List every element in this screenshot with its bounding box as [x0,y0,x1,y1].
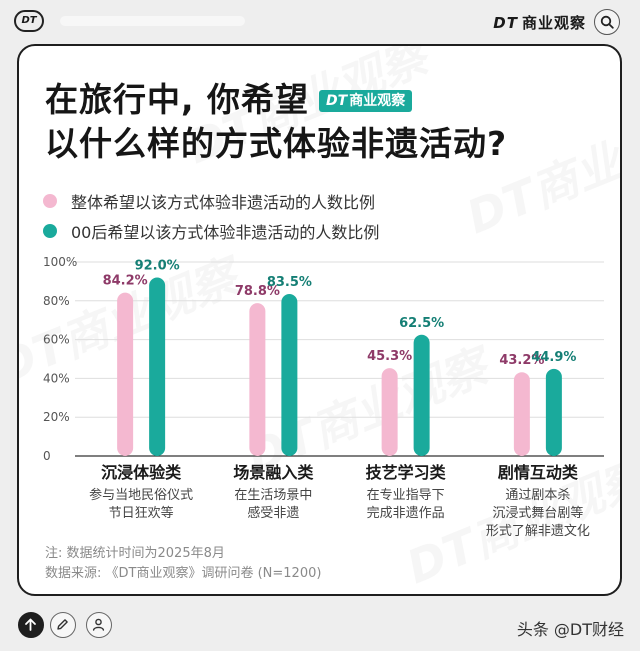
title-line-2: 以什么样的方式体验非遗活动? [45,124,508,163]
category-description: 在专业指导下 [367,488,445,503]
data-label: 43.2% [499,353,544,368]
bar-gen00 [545,368,562,456]
y-tick-label: 60% [43,333,70,347]
bar-overall [513,372,530,456]
top-placeholder-bar [60,16,245,26]
data-label: 84.2% [103,274,148,289]
category-description: 节日狂欢等 [109,505,174,521]
bar-gen00 [413,334,430,456]
person-icon [92,618,105,631]
y-tick-label: 100% [43,255,77,269]
bar-overall [117,292,134,456]
brand-name: 商业观察 [521,14,586,32]
legend-item-gen00: 00后希望以该方式体验非遗活动的人数比例 [43,216,379,246]
category-description: 感受非遗 [247,505,299,521]
edit-button[interactable] [50,612,76,638]
category-description: 通过剧本杀 [505,488,570,503]
top-bar: DT DT 商业观察 [0,0,640,44]
scroll-top-button[interactable] [18,612,44,638]
brand-badge: DT 商业观察 [319,90,413,112]
y-tick-label: 80% [43,294,70,308]
data-label: 92.0% [135,259,180,274]
badge-mark: DT [326,93,348,109]
legend-label-overall: 整体希望以该方式体验非遗活动的人数比例 [71,193,376,212]
category-description: 沉浸式舞台剧等 [492,505,583,521]
date-note: 注: 数据统计时间为2025年8月 [45,546,225,561]
badge-text: 商业观察 [349,93,406,109]
profile-button[interactable] [86,612,112,638]
bar-overall [249,303,266,456]
data-label: 62.5% [399,316,444,331]
category-description: 在生活场景中 [234,488,312,503]
brand-mark: DT [493,14,518,32]
y-tick-label: 0 [43,449,51,463]
legend-swatch-gen00 [43,224,57,238]
author-byline: 头条 @DT财经 [516,620,624,639]
title-text-1: 在旅行中, 你希望 [45,80,310,119]
bar-gen00 [281,294,298,456]
brand-title: DT 商业观察 [493,12,586,33]
y-tick-label: 40% [43,371,70,385]
data-label: 45.3% [367,349,412,364]
bar-gen00 [149,277,166,456]
legend-label-gen00: 00后希望以该方式体验非遗活动的人数比例 [71,223,380,242]
search-button[interactable] [594,9,620,35]
category-description: 形式了解非遗文化 [486,524,590,539]
pencil-icon [57,619,68,630]
category-label: 技艺学习类 [366,463,447,482]
arrow-up-icon [25,618,36,631]
category-description: 完成非遗作品 [367,506,445,521]
legend: 整体希望以该方式体验非遗活动的人数比例 00后希望以该方式体验非遗活动的人数比例 [43,186,379,246]
bar-overall [381,368,398,456]
category-description: 参与当地民俗仪式 [89,487,193,503]
dt-logo[interactable]: DT [14,10,44,32]
category-label: 沉浸体验类 [101,463,182,482]
infographic-card: DT商业观察 DT商业观察 DT商业观察 DT商业观察 DT商业观察 在旅行中,… [17,44,622,596]
bar-chart: 0 20% 40% 60% 80% 100% 84.2%92.0% 沉浸体验类参与当地民俗仪式… [43,255,604,539]
category-label: 剧情互动类 [498,463,579,482]
category-label: 场景融入类 [233,463,314,482]
search-icon [600,15,614,29]
page-title: 在旅行中, 你希望 DT 商业观察 以什么样的方式体验非遗活动? [45,78,605,166]
source-note: 数据来源: 《DT商业观察》调研问卷 (N=1200) [45,566,322,581]
y-tick-label: 20% [43,410,70,424]
legend-swatch-overall [43,194,57,208]
data-label: 44.9% [531,350,576,365]
title-line-1: 在旅行中, 你希望 DT 商业观察 [45,78,605,122]
legend-item-overall: 整体希望以该方式体验非遗活动的人数比例 [43,186,379,216]
data-label: 83.5% [267,275,312,290]
data-label: 78.8% [235,284,280,299]
